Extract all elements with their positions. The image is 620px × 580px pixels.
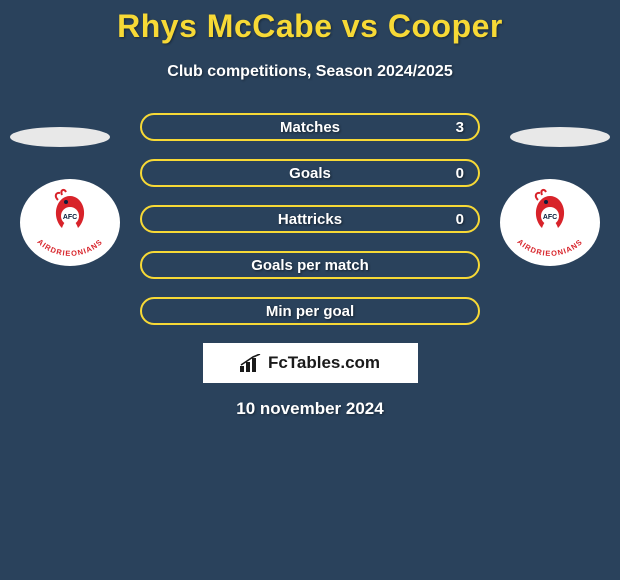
stat-value: 3 bbox=[456, 119, 464, 136]
player-photo-placeholder-left bbox=[10, 127, 110, 147]
player-photo-placeholder-right bbox=[510, 127, 610, 147]
page-title: Rhys McCabe vs Cooper bbox=[0, 0, 620, 45]
club-badge-right: AFC AIRDRIEONIANS bbox=[500, 179, 600, 266]
stat-row-matches: Matches 3 bbox=[140, 113, 480, 141]
page-subtitle: Club competitions, Season 2024/2025 bbox=[0, 63, 620, 81]
stat-label: Matches bbox=[280, 119, 340, 136]
stat-label: Min per goal bbox=[266, 303, 354, 320]
stat-label: Hattricks bbox=[278, 211, 342, 228]
bars-icon bbox=[240, 354, 262, 372]
stat-row-goals-per-match: Goals per match bbox=[140, 251, 480, 279]
stat-row-goals: Goals 0 bbox=[140, 159, 480, 187]
stat-label: Goals bbox=[289, 165, 331, 182]
brand-text: FcTables.com bbox=[268, 353, 380, 373]
stat-row-min-per-goal: Min per goal bbox=[140, 297, 480, 325]
club-badge-left: AFC AIRDRIEONIANS bbox=[20, 179, 120, 266]
date-text: 10 november 2024 bbox=[0, 399, 620, 419]
stat-value: 0 bbox=[456, 165, 464, 182]
svg-text:AFC: AFC bbox=[543, 214, 557, 221]
stats-list: Matches 3 Goals 0 Hattricks 0 Goals per … bbox=[140, 113, 480, 325]
stat-row-hattricks: Hattricks 0 bbox=[140, 205, 480, 233]
stat-value: 0 bbox=[456, 211, 464, 228]
brand-box: FcTables.com bbox=[203, 343, 418, 383]
svg-text:AFC: AFC bbox=[63, 214, 77, 221]
stat-label: Goals per match bbox=[251, 257, 369, 274]
